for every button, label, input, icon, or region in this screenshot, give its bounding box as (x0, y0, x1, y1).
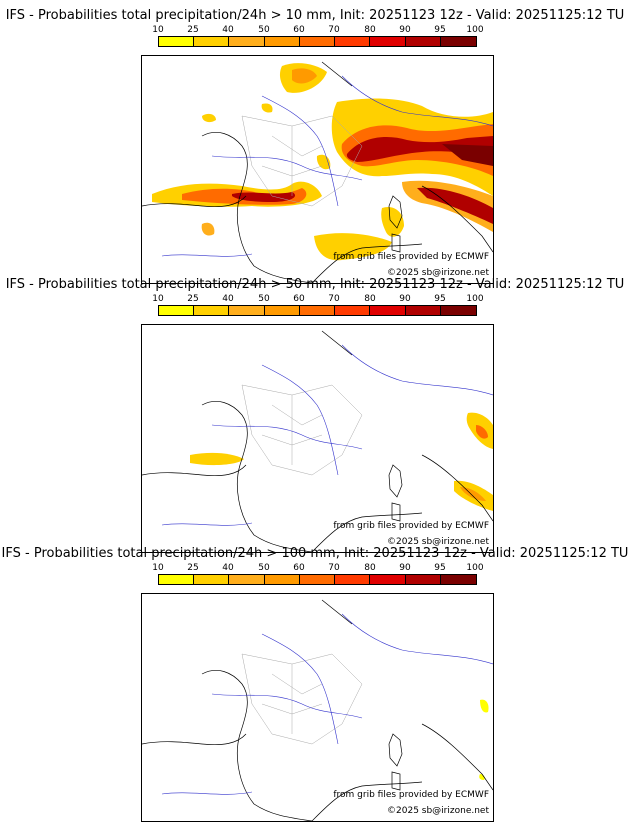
colorbar-segment (405, 575, 441, 584)
precip-shading (479, 699, 489, 780)
colorbar-labels: 10 25 40 50 60 70 80 90 95 100 (152, 25, 483, 36)
colorbar-tick: 50 (258, 563, 270, 573)
region-borders (241, 384, 363, 476)
colorbar-tick: 100 (466, 563, 484, 573)
colorbar-segment (440, 575, 476, 584)
colorbar-tick: 95 (434, 25, 446, 35)
colorbar-segment (335, 306, 371, 315)
precip-shading (190, 412, 493, 511)
colorbar-tick: 90 (399, 294, 411, 304)
map-graphic (142, 599, 493, 821)
colorbar-segment (264, 575, 300, 584)
colorbar-tick: 10 (152, 25, 164, 35)
map-10mm: from grib files provided by ECMWF ©2025 … (141, 55, 494, 284)
colorbar-tick: 80 (364, 294, 376, 304)
colorbar-tick: 70 (328, 294, 340, 304)
colorbar-segment (229, 37, 265, 46)
colorbar-tick: 90 (399, 563, 411, 573)
region-borders (241, 115, 363, 207)
source-credit: from grib files provided by ECMWF (333, 521, 489, 531)
colorbar-tick: 60 (293, 294, 305, 304)
colorbar-segment (299, 37, 336, 46)
colorbar-tick: 90 (399, 25, 411, 35)
map-100mm: from grib files provided by ECMWF ©2025 … (141, 593, 494, 822)
colorbar-tick: 25 (187, 294, 199, 304)
region-borders (241, 653, 363, 745)
panel-title: IFS - Probabilities total precipitation/… (5, 277, 625, 292)
colorbar-segment (335, 575, 371, 584)
colorbar-segment (299, 306, 336, 315)
colorbar-tick: 10 (152, 294, 164, 304)
colorbar-segment (194, 306, 230, 315)
colorbar-tick: 25 (187, 563, 199, 573)
colorbar-segment (159, 37, 195, 46)
source-credit: from grib files provided by ECMWF (333, 252, 489, 262)
colorbar-labels: 10 25 40 50 60 70 80 90 95 100 (152, 563, 483, 574)
copyright: ©2025 sb@irizone.net (387, 268, 489, 278)
colorbar-segment (194, 37, 230, 46)
colorbar-segment (229, 306, 265, 315)
colorbar-segment (194, 575, 230, 584)
coastline (142, 61, 493, 283)
colorbar-tick: 70 (328, 25, 340, 35)
colorbar-tick: 40 (222, 25, 234, 35)
colorbar-segment (229, 575, 265, 584)
colorbar-tick: 50 (258, 25, 270, 35)
colorbar-segment (159, 575, 195, 584)
coastline (142, 599, 493, 821)
colorbar-tick: 95 (434, 563, 446, 573)
colorbar-tick: 50 (258, 294, 270, 304)
colorbar-tick: 80 (364, 563, 376, 573)
source-credit: from grib files provided by ECMWF (333, 790, 489, 800)
rivers (161, 344, 493, 526)
colorbar-tick: 70 (328, 563, 340, 573)
rivers (161, 75, 493, 257)
panel-title: IFS - Probabilities total precipitation/… (5, 8, 625, 23)
colorbar-segment (264, 306, 300, 315)
map-graphic (142, 61, 493, 283)
colorbar-segment (405, 37, 441, 46)
map-50mm: from grib files provided by ECMWF ©2025 … (141, 324, 494, 553)
colorbar-segment (370, 37, 406, 46)
colorbar-tick: 60 (293, 25, 305, 35)
colorbar-tick: 60 (293, 563, 305, 573)
copyright: ©2025 sb@irizone.net (387, 537, 489, 547)
colorbar-segment (159, 306, 195, 315)
panel-10mm: IFS - Probabilities total precipitation/… (0, 8, 630, 284)
colorbar (158, 36, 477, 47)
colorbar-tick: 40 (222, 294, 234, 304)
colorbar-tick: 100 (466, 294, 484, 304)
colorbar-tick: 95 (434, 294, 446, 304)
colorbar (158, 305, 477, 316)
rivers (161, 613, 493, 795)
colorbar-labels: 10 25 40 50 60 70 80 90 95 100 (152, 294, 483, 305)
precip-shading (152, 63, 493, 261)
colorbar-segment (440, 306, 476, 315)
colorbar-tick: 100 (466, 25, 484, 35)
panel-50mm: IFS - Probabilities total precipitation/… (0, 277, 630, 553)
colorbar-tick: 40 (222, 563, 234, 573)
panel-title: IFS - Probabilities total precipitation/… (1, 546, 629, 561)
colorbar-segment (370, 306, 406, 315)
copyright: ©2025 sb@irizone.net (387, 806, 489, 816)
map-graphic (142, 330, 493, 552)
colorbar-segment (299, 575, 336, 584)
colorbar-segment (335, 37, 371, 46)
colorbar-segment (440, 37, 476, 46)
panel-100mm: IFS - Probabilities total precipitation/… (0, 546, 630, 822)
colorbar-tick: 10 (152, 563, 164, 573)
colorbar-segment (405, 306, 441, 315)
coastline (142, 330, 493, 552)
colorbar-segment (370, 575, 406, 584)
colorbar-tick: 80 (364, 25, 376, 35)
colorbar-segment (264, 37, 300, 46)
colorbar (158, 574, 477, 585)
colorbar-tick: 25 (187, 25, 199, 35)
